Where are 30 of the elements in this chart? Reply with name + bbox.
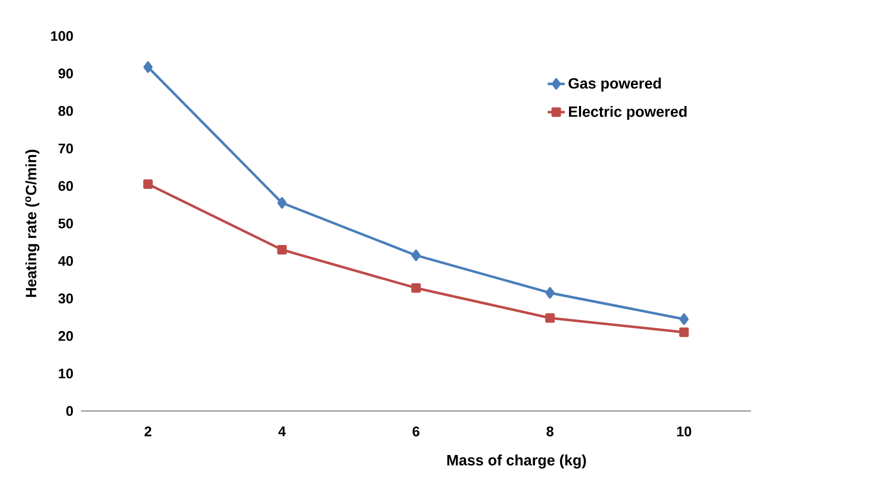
- point: [411, 250, 421, 262]
- legend-label: Electric powered: [568, 106, 687, 120]
- point: [545, 287, 555, 299]
- point: [679, 313, 689, 325]
- point: [143, 61, 153, 73]
- point: [545, 313, 555, 323]
- y-tick-label: 20: [58, 331, 73, 341]
- point: [143, 179, 153, 189]
- y-tick-label: 100: [51, 31, 73, 41]
- y-tick-label: 60: [58, 181, 73, 191]
- y-tick-label: 80: [58, 106, 73, 116]
- y-tick-label: 40: [58, 256, 73, 266]
- y-tick-label: 30: [58, 294, 73, 304]
- y-tick-label: 70: [58, 144, 73, 154]
- point: [679, 327, 689, 337]
- x-axis-title: Mass of charge (kg): [447, 454, 586, 469]
- y-tick-label: 10: [58, 368, 73, 378]
- x-tick-label: 4: [278, 426, 286, 436]
- y-tick-label: 90: [58, 68, 73, 78]
- x-tick-label: 6: [412, 426, 420, 436]
- point: [411, 283, 421, 293]
- x-tick-label: 10: [677, 426, 692, 436]
- x-tick-label: 2: [144, 426, 152, 436]
- y-tick-label: 0: [66, 406, 73, 416]
- y-axis-title: Heating rate ($^{o}$C/min): [25, 150, 40, 297]
- point: [277, 197, 287, 209]
- point: [277, 244, 287, 254]
- legend-label: Gas powered: [568, 78, 661, 92]
- y-tick-label: 50: [58, 218, 73, 228]
- x-tick-label: 8: [546, 426, 554, 436]
